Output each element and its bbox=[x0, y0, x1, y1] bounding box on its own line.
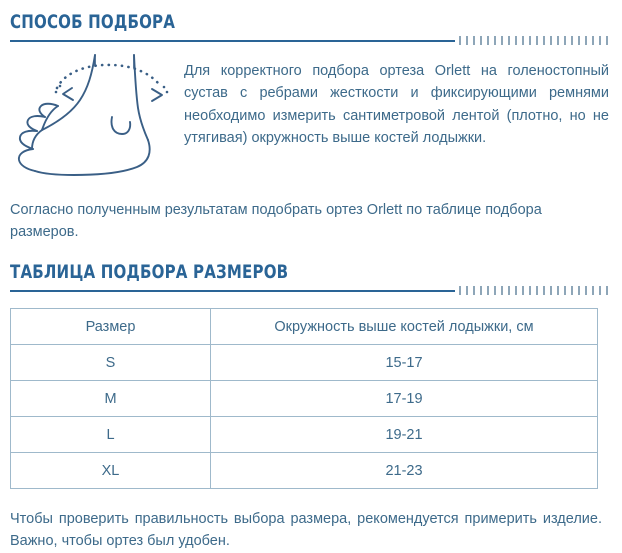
section-header-size-table: ТАБЛИЦА ПОДБОРА РАЗМЕРОВ bbox=[10, 262, 610, 295]
column-header-size: Размер bbox=[10, 308, 211, 345]
column-header-circumference: Окружность выше костей лодыжки, см bbox=[210, 308, 598, 345]
rule-tick-marks bbox=[459, 286, 608, 295]
cell-circumference: 15-17 bbox=[210, 344, 598, 381]
cell-size: XL bbox=[10, 452, 211, 489]
cell-size: L bbox=[10, 416, 211, 453]
cell-size: S bbox=[10, 344, 211, 381]
paragraph-fit-check: Чтобы проверить правильность выбора разм… bbox=[10, 510, 602, 550]
paragraph-use-table: Согласно полученным результатам подобрат… bbox=[10, 201, 542, 241]
cell-circumference: 21-23 bbox=[210, 452, 598, 489]
rule-solid-line bbox=[10, 40, 455, 42]
cell-size: M bbox=[10, 380, 211, 417]
heading-rule-size-table bbox=[10, 286, 610, 295]
cell-circumference: 19-21 bbox=[210, 416, 598, 453]
ankle-measurement-diagram bbox=[6, 42, 178, 180]
size-selection-table: Размер Окружность выше костей лодыжки, с… bbox=[10, 308, 598, 489]
paragraph-measurement-instructions: Для корректного подбора ортеза Orlett на… bbox=[184, 62, 609, 147]
page-title-selection-method: СПОСОБ ПОДБОРА bbox=[10, 11, 176, 33]
heading-rule-selection-method bbox=[10, 36, 610, 45]
table-row: L 19-21 bbox=[10, 416, 598, 453]
table-row: S 15-17 bbox=[10, 344, 598, 381]
page-title-size-table: ТАБЛИЦА ПОДБОРА РАЗМЕРОВ bbox=[10, 261, 289, 283]
table-header-row: Размер Окружность выше костей лодыжки, с… bbox=[10, 308, 598, 345]
rule-solid-line bbox=[10, 290, 455, 292]
section-header-selection-method: СПОСОБ ПОДБОРА bbox=[10, 12, 610, 45]
cell-circumference: 17-19 bbox=[210, 380, 598, 417]
rule-tick-marks bbox=[459, 36, 608, 45]
table-row: XL 21-23 bbox=[10, 452, 598, 489]
table-row: M 17-19 bbox=[10, 380, 598, 417]
